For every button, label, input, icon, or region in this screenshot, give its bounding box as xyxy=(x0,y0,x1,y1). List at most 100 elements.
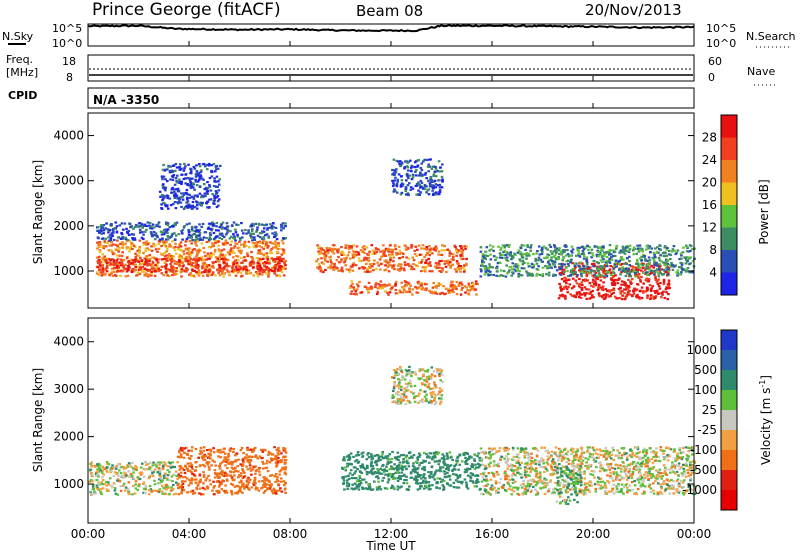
heat-cell xyxy=(183,447,186,450)
heat-cell xyxy=(166,238,170,241)
heat-cell xyxy=(573,294,576,297)
heat-cell xyxy=(452,258,455,261)
heat-cell xyxy=(613,265,616,268)
heat-cell xyxy=(103,467,107,470)
heat-cell xyxy=(605,251,608,254)
heat-cell xyxy=(620,256,623,259)
heat-cell xyxy=(415,183,419,186)
heat-cell xyxy=(420,181,424,184)
heat-cell xyxy=(180,260,184,263)
heat-cell xyxy=(158,238,162,241)
heat-cell xyxy=(196,180,200,183)
heat-cell xyxy=(395,191,399,194)
heat-cell xyxy=(284,451,288,454)
heat-cell xyxy=(573,265,577,268)
heat-cell xyxy=(229,243,232,246)
heat-cell xyxy=(122,259,126,262)
heat-cell xyxy=(404,290,408,294)
heat-cell xyxy=(349,469,353,472)
heat-cell xyxy=(225,459,228,462)
heat-cell xyxy=(438,179,441,182)
heat-cell xyxy=(259,457,263,460)
heat-cell xyxy=(198,177,202,180)
heat-cell xyxy=(203,183,206,186)
heat-cell xyxy=(217,180,220,183)
heat-cell xyxy=(180,268,184,271)
heat-cell xyxy=(623,270,627,273)
heat-cell xyxy=(424,261,427,264)
heat-cell xyxy=(679,252,683,255)
heat-cell xyxy=(516,269,519,272)
heat-cell xyxy=(654,275,657,278)
heat-cell xyxy=(270,490,274,493)
heat-cell xyxy=(604,273,607,276)
heat-cell xyxy=(258,251,261,254)
heat-cell xyxy=(519,246,523,250)
heat-cell xyxy=(642,282,645,285)
heat-cell xyxy=(255,455,258,458)
heat-cell xyxy=(194,238,198,241)
heat-cell xyxy=(210,175,214,178)
heat-cell xyxy=(127,490,130,493)
heat-cell xyxy=(437,261,440,264)
heat-cell xyxy=(205,461,208,464)
heat-cell xyxy=(169,489,173,492)
heat-cell xyxy=(265,252,268,255)
heat-cell xyxy=(460,252,464,256)
heat-cell xyxy=(632,266,635,269)
heat-cell xyxy=(505,251,509,254)
heat-cell xyxy=(186,206,189,209)
heat-cell xyxy=(670,261,673,265)
heat-cell xyxy=(399,265,403,269)
heat-cell xyxy=(447,262,450,265)
heat-cell xyxy=(389,256,392,260)
heat-cell xyxy=(392,183,396,186)
heat-cell xyxy=(406,263,409,266)
heat-cell xyxy=(416,473,420,476)
heat-cell xyxy=(252,232,256,235)
heat-cell xyxy=(582,271,586,274)
heat-cell xyxy=(184,464,187,467)
heat-cell xyxy=(134,258,137,261)
heat-cell xyxy=(230,476,234,479)
heat-cell xyxy=(178,468,182,471)
heat-cell xyxy=(253,480,256,483)
heat-cell xyxy=(381,283,385,287)
heat-cell xyxy=(171,461,174,464)
heat-cell xyxy=(396,180,399,183)
heat-cell xyxy=(499,253,502,257)
heat-cell xyxy=(243,267,246,270)
heat-cell xyxy=(553,266,557,269)
heat-cell xyxy=(198,185,202,188)
heat-cell xyxy=(247,231,250,234)
heat-cell xyxy=(170,465,174,468)
heat-cell xyxy=(316,244,319,247)
heat-cell xyxy=(282,265,285,269)
heat-cell xyxy=(229,249,233,252)
heat-cell xyxy=(212,185,216,188)
heat-cell xyxy=(428,484,431,487)
heat-cell xyxy=(264,449,267,452)
heat-cell xyxy=(424,270,427,273)
heat-cell xyxy=(211,224,215,227)
heat-cell xyxy=(603,252,606,255)
heat-cell xyxy=(521,263,525,266)
heat-cell xyxy=(477,452,480,455)
heat-cell xyxy=(126,232,129,235)
heat-cell xyxy=(528,254,531,257)
heat-cell xyxy=(248,246,251,249)
heat-cell xyxy=(630,282,633,285)
heat-cell xyxy=(193,229,196,233)
heat-cell xyxy=(208,184,211,187)
heat-cell xyxy=(583,246,586,249)
heat-cell xyxy=(335,259,339,262)
heat-cell xyxy=(173,259,176,262)
heat-cell xyxy=(385,248,389,251)
heat-cell xyxy=(648,284,652,287)
heat-cell xyxy=(366,267,369,270)
heat-cell xyxy=(274,226,278,230)
heat-cell xyxy=(325,246,329,250)
heat-cell xyxy=(519,260,522,263)
heat-cell xyxy=(416,478,419,482)
